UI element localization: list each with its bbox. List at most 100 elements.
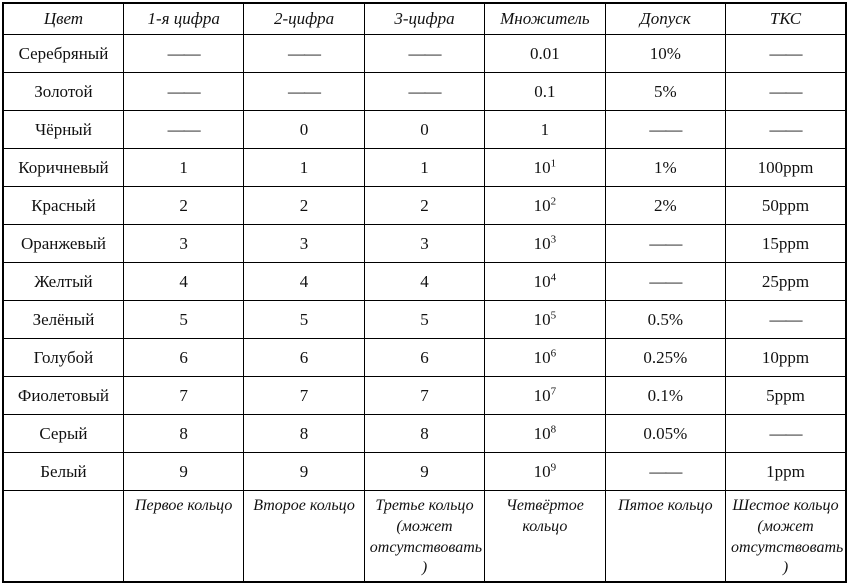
column-header-1: 1-я цифра: [122, 2, 245, 35]
footer-row: Первое кольцо Второе кольцо Третье кольцо …: [2, 490, 847, 583]
value-cell: 0.1: [484, 72, 606, 111]
table-row: Золотой —— —— —— 0.1 5% ——: [2, 72, 847, 111]
value-cell: 1ppm: [725, 452, 847, 491]
column-header-5: Допуск: [604, 2, 727, 35]
value-cell: 0.01: [484, 34, 606, 73]
value-cell: 1: [484, 110, 606, 149]
value-cell: 4: [243, 262, 365, 301]
value-cell: ——: [363, 72, 486, 111]
value-cell: 9: [363, 452, 486, 491]
value-cell: ——: [363, 34, 486, 73]
value-cell: 1%: [604, 148, 727, 187]
table-row: Голубой 6 6 6 106 0.25% 10ppm: [2, 338, 847, 377]
table-row: Коричневый 1 1 1 101 1% 100ppm: [2, 148, 847, 187]
value-cell: 2: [243, 186, 365, 225]
multiplier-exponent: 3: [550, 232, 557, 245]
multiplier-exponent: 5: [550, 308, 557, 321]
table-row: Чёрный —— 0 0 1 —— ——: [2, 110, 847, 149]
ring-label-cell: Первое кольцо: [122, 490, 245, 583]
value-cell: 6: [122, 338, 245, 377]
table-body: Серебряный —— —— —— 0.01 10% —— Золотой —— —— —— 0.…: [2, 34, 847, 491]
value-cell: 15ppm: [725, 224, 847, 263]
value-cell: ——: [725, 300, 847, 339]
value-cell: 1: [122, 148, 245, 187]
table-row: Оранжевый 3 3 3 103 —— 15ppm: [2, 224, 847, 263]
footer-empty-cell: [2, 490, 124, 583]
value-cell: 7: [363, 376, 486, 415]
color-name-cell: Оранжевый: [2, 224, 124, 263]
value-cell: 9: [122, 452, 245, 491]
value-cell: ——: [604, 452, 727, 491]
value-cell: 9: [243, 452, 365, 491]
ring-label-cell: Шестое кольцо (может отсутствовать ): [725, 490, 847, 583]
value-cell: 0: [363, 110, 486, 149]
value-cell: ——: [725, 34, 847, 73]
color-name-cell: Серебряный: [2, 34, 124, 73]
column-header-0: Цвет: [2, 2, 124, 35]
header-row: Цвет 1-я цифра 2-цифра 3-цифра Множитель Допу…: [2, 2, 847, 35]
table-row: Фиолетовый 7 7 7 107 0.1% 5ppm: [2, 376, 847, 415]
value-cell: 5: [122, 300, 245, 339]
column-header-4: Множитель: [484, 2, 606, 35]
ring-label-cell: Четвёртое кольцо: [484, 490, 606, 583]
table-row: Зелёный 5 5 5 105 0.5% ——: [2, 300, 847, 339]
value-cell: 7: [122, 376, 245, 415]
ring-label-cell: Пятое кольцо: [604, 490, 727, 583]
column-header-2: 2-цифра: [243, 2, 365, 35]
value-cell: 0: [243, 110, 365, 149]
color-name-cell: Белый: [2, 452, 124, 491]
ring-label-cell: Второе кольцо: [243, 490, 365, 583]
color-name-cell: Фиолетовый: [2, 376, 124, 415]
value-cell: 10ppm: [725, 338, 847, 377]
table-row: Серый 8 8 8 108 0.05% ——: [2, 414, 847, 453]
table-row: Серебряный —— —— —— 0.01 10% ——: [2, 34, 847, 73]
color-name-cell: Чёрный: [2, 110, 124, 149]
value-cell: 5: [243, 300, 365, 339]
color-name-cell: Коричневый: [2, 148, 124, 187]
value-cell: ——: [243, 34, 365, 73]
value-cell: 109: [484, 452, 606, 491]
value-cell: 0.25%: [604, 338, 727, 377]
value-cell: 4: [363, 262, 486, 301]
ring-label-cell: Третье кольцо (может отсутствовать ): [363, 490, 486, 583]
value-cell: ——: [725, 110, 847, 149]
value-cell: 10%: [604, 34, 727, 73]
value-cell: 50ppm: [725, 186, 847, 225]
value-cell: 8: [122, 414, 245, 453]
value-cell: 2%: [604, 186, 727, 225]
color-name-cell: Зелёный: [2, 300, 124, 339]
value-cell: 100ppm: [725, 148, 847, 187]
multiplier-exponent: 1: [550, 156, 557, 169]
value-cell: 104: [484, 262, 606, 301]
value-cell: 6: [363, 338, 486, 377]
multiplier-exponent: 7: [550, 384, 557, 397]
color-name-cell: Золотой: [2, 72, 124, 111]
value-cell: ——: [243, 72, 365, 111]
multiplier-exponent: 6: [550, 346, 557, 359]
value-cell: ——: [604, 110, 727, 149]
value-cell: ——: [122, 34, 245, 73]
multiplier-exponent: 9: [550, 460, 557, 473]
value-cell: 8: [363, 414, 486, 453]
value-cell: 3: [122, 224, 245, 263]
value-cell: 107: [484, 376, 606, 415]
table-footer-row: Первое кольцо Второе кольцо Третье кольцо …: [2, 490, 847, 583]
value-cell: 5: [363, 300, 486, 339]
value-cell: 105: [484, 300, 606, 339]
table-row: Белый 9 9 9 109 —— 1ppm: [2, 452, 847, 491]
value-cell: ——: [725, 72, 847, 111]
value-cell: ——: [725, 414, 847, 453]
multiplier-exponent: 2: [550, 194, 557, 207]
value-cell: 103: [484, 224, 606, 263]
value-cell: 3: [363, 224, 486, 263]
value-cell: 1: [243, 148, 365, 187]
column-header-3: 3-цифра: [363, 2, 486, 35]
value-cell: 3: [243, 224, 365, 263]
column-header-6: ТКС: [725, 2, 847, 35]
value-cell: 4: [122, 262, 245, 301]
color-name-cell: Желтый: [2, 262, 124, 301]
value-cell: 106: [484, 338, 606, 377]
color-name-cell: Голубой: [2, 338, 124, 377]
value-cell: 0.5%: [604, 300, 727, 339]
